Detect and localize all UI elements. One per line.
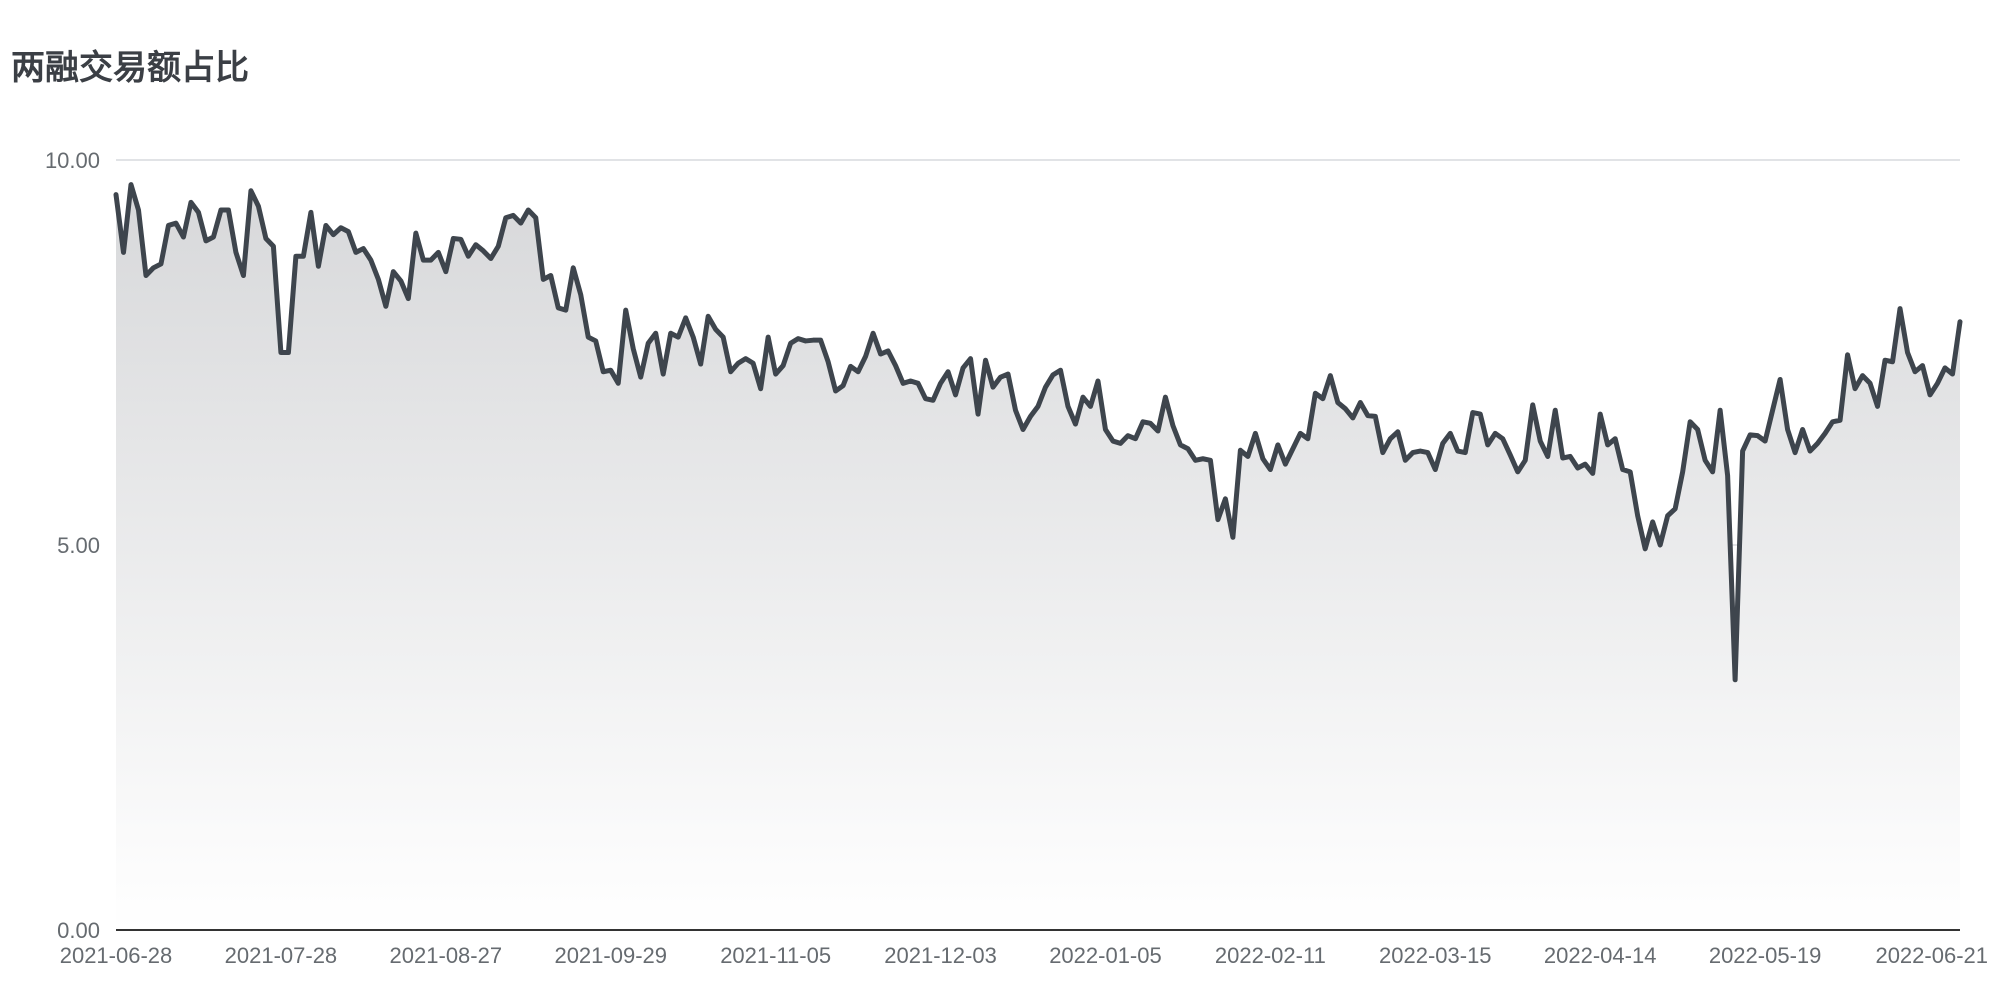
x-tick-label: 2021-06-28	[60, 943, 173, 968]
y-tick-label: 5.00	[57, 533, 100, 558]
line-layer	[113, 182, 1963, 683]
chart-title: 两融交易额占比	[11, 48, 249, 88]
x-tick-label: 2022-03-15	[1379, 943, 1492, 968]
area-fill-layer	[116, 184, 1960, 930]
x-tick-label: 2021-08-27	[390, 943, 503, 968]
x-tick-label: 2022-04-14	[1544, 943, 1657, 968]
x-tick-label: 2021-11-05	[720, 943, 831, 968]
x-axis-labels: 2021-06-28 2021-07-28 2021-08-27 2021-09-29…	[60, 943, 1988, 968]
x-tick-label: 2022-05-19	[1709, 943, 1822, 968]
y-tick-label: 10.00	[45, 148, 100, 173]
y-tick-label: 0.00	[57, 918, 100, 943]
x-tick-label: 2021-12-03	[884, 943, 997, 968]
x-tick-label: 2021-07-28	[225, 943, 338, 968]
y-axis-labels: 0.00 5.00 10.00	[45, 148, 100, 943]
x-tick-label: 2022-01-05	[1049, 943, 1162, 968]
area-fill	[116, 184, 1960, 930]
series-line	[113, 182, 1963, 683]
x-tick-label: 2022-06-21	[1875, 943, 1988, 968]
x-tick-label: 2021-09-29	[554, 943, 667, 968]
x-tick-label: 2022-02-11	[1215, 943, 1326, 968]
